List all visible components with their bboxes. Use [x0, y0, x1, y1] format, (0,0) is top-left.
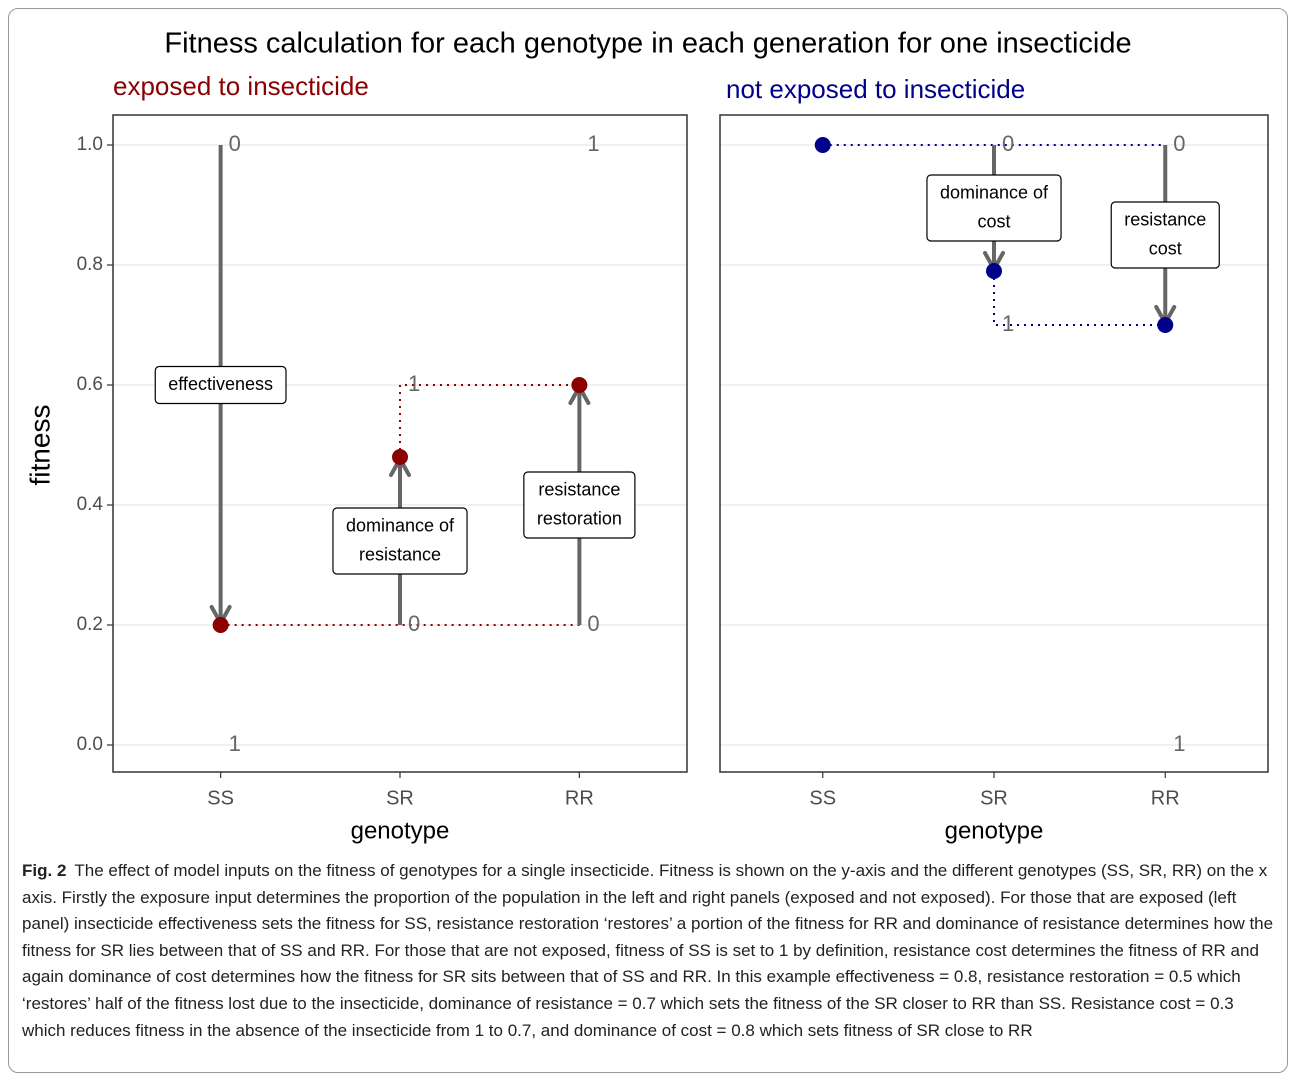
- panel-border: [112, 114, 688, 773]
- connector: [399, 384, 580, 457]
- y-tick-label: 1.0: [77, 134, 103, 155]
- point: [571, 377, 588, 393]
- scale-mark: 1: [229, 731, 241, 756]
- x-tick-label: RR: [1151, 787, 1180, 809]
- x-tick-label: SR: [386, 787, 414, 809]
- scale-mark: 0: [587, 611, 599, 636]
- caption-label: Fig. 2: [22, 861, 67, 880]
- connector: [993, 271, 1166, 326]
- caption: Fig. 2 The effect of model inputs on the …: [22, 858, 1274, 1044]
- scale-mark: 0: [1002, 131, 1014, 156]
- arrow-label: dominance of resistance: [332, 507, 468, 575]
- label-text: cost: [1149, 238, 1182, 258]
- x-axis-label: genotype: [351, 817, 450, 844]
- label-text: resistance: [1124, 209, 1206, 229]
- arrow-label: resistance cost: [1110, 201, 1220, 269]
- point: [986, 263, 1002, 279]
- panel-subtitle: not exposed to insecticide: [726, 74, 1025, 104]
- arrow-label: dominance of cost: [926, 174, 1062, 242]
- label-text: dominance of: [940, 182, 1049, 202]
- label-text: effectiveness: [168, 374, 273, 394]
- chart-title: Fitness calculation for each genotype in…: [164, 28, 1131, 60]
- y-axis-label: fitness: [24, 405, 55, 486]
- point: [814, 137, 831, 153]
- panel-subtitle: exposed to insecticide: [113, 71, 369, 101]
- x-axis-label: genotype: [945, 817, 1044, 844]
- scale-mark: 1: [408, 371, 420, 396]
- y-tick-label: 0.2: [77, 614, 103, 635]
- arrow-label: effectiveness: [154, 365, 287, 405]
- y-tick-label: 0.6: [77, 374, 103, 395]
- scale-mark: 0: [408, 611, 420, 636]
- figure-frame: [8, 8, 1288, 1073]
- scale-mark: 1: [1173, 731, 1185, 756]
- x-tick-label: SS: [809, 787, 836, 809]
- point: [212, 617, 229, 633]
- y-tick-label: 0.4: [77, 494, 104, 515]
- label-box: [1110, 201, 1220, 269]
- label-box: [523, 471, 636, 539]
- x-tick-label: RR: [565, 787, 594, 809]
- caption-text: The effect of model inputs on the fitnes…: [22, 861, 1274, 1040]
- x-tick-label: SR: [980, 787, 1008, 809]
- point: [1157, 317, 1174, 333]
- arrow-label: resistance restoration: [523, 471, 636, 539]
- label-box: [154, 365, 287, 405]
- label-text: resistance: [538, 479, 620, 499]
- label-text: cost: [977, 211, 1010, 231]
- scale-mark: 0: [1173, 131, 1185, 156]
- y-tick-label: 0.8: [77, 254, 103, 275]
- scale-mark: 0: [229, 131, 241, 156]
- label-box: [926, 174, 1062, 242]
- scale-mark: 1: [1002, 311, 1014, 336]
- label-text: resistance: [359, 544, 441, 564]
- label-text: restoration: [537, 508, 622, 528]
- y-tick-label: 0.0: [77, 734, 103, 755]
- point: [392, 449, 408, 465]
- label-text: dominance of: [346, 515, 455, 535]
- label-box: [332, 507, 468, 575]
- x-tick-label: SS: [207, 787, 234, 809]
- scale-mark: 1: [587, 131, 599, 156]
- chart: Fitness calculation for each genotype in…: [24, 28, 1269, 844]
